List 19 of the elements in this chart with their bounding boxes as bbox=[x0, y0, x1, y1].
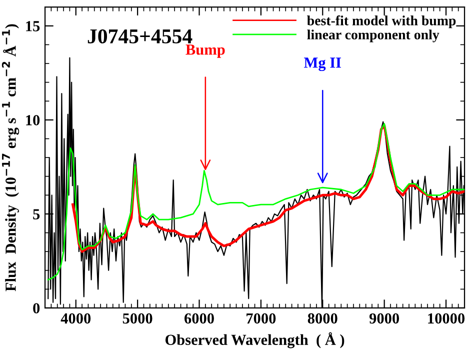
x-tick-label: 8000 bbox=[308, 313, 338, 324]
x-tick-label: 9000 bbox=[369, 313, 400, 324]
legend-label: best-fit model with bump bbox=[307, 15, 456, 28]
x-axis-title: Observed Wavelength ( Å ) bbox=[165, 332, 344, 348]
x-tick-label: 4000 bbox=[60, 313, 91, 324]
annotation: Bump bbox=[186, 44, 225, 58]
annotation: Mg II bbox=[304, 58, 341, 72]
annotation: J0745+4554 bbox=[88, 29, 192, 44]
y-tick-label: 0 bbox=[33, 303, 40, 314]
line-series bbox=[47, 122, 465, 280]
y-tick-label: 5 bbox=[33, 209, 40, 220]
x-tick-label: 10000 bbox=[428, 313, 465, 324]
y-tick-label: 15 bbox=[26, 21, 40, 32]
x-tick-label: 6000 bbox=[184, 313, 214, 324]
text: Flux Density (10$^{−17}$ erg s$^{−1}$ cm$^{−2}$ Å$^{−1}$) bbox=[2, 24, 20, 292]
x-tick-label: 5000 bbox=[122, 313, 152, 324]
legend-label: linear component only bbox=[307, 30, 440, 42]
x-tick-label: 7000 bbox=[246, 313, 276, 324]
y-tick-label: 10 bbox=[26, 115, 40, 126]
